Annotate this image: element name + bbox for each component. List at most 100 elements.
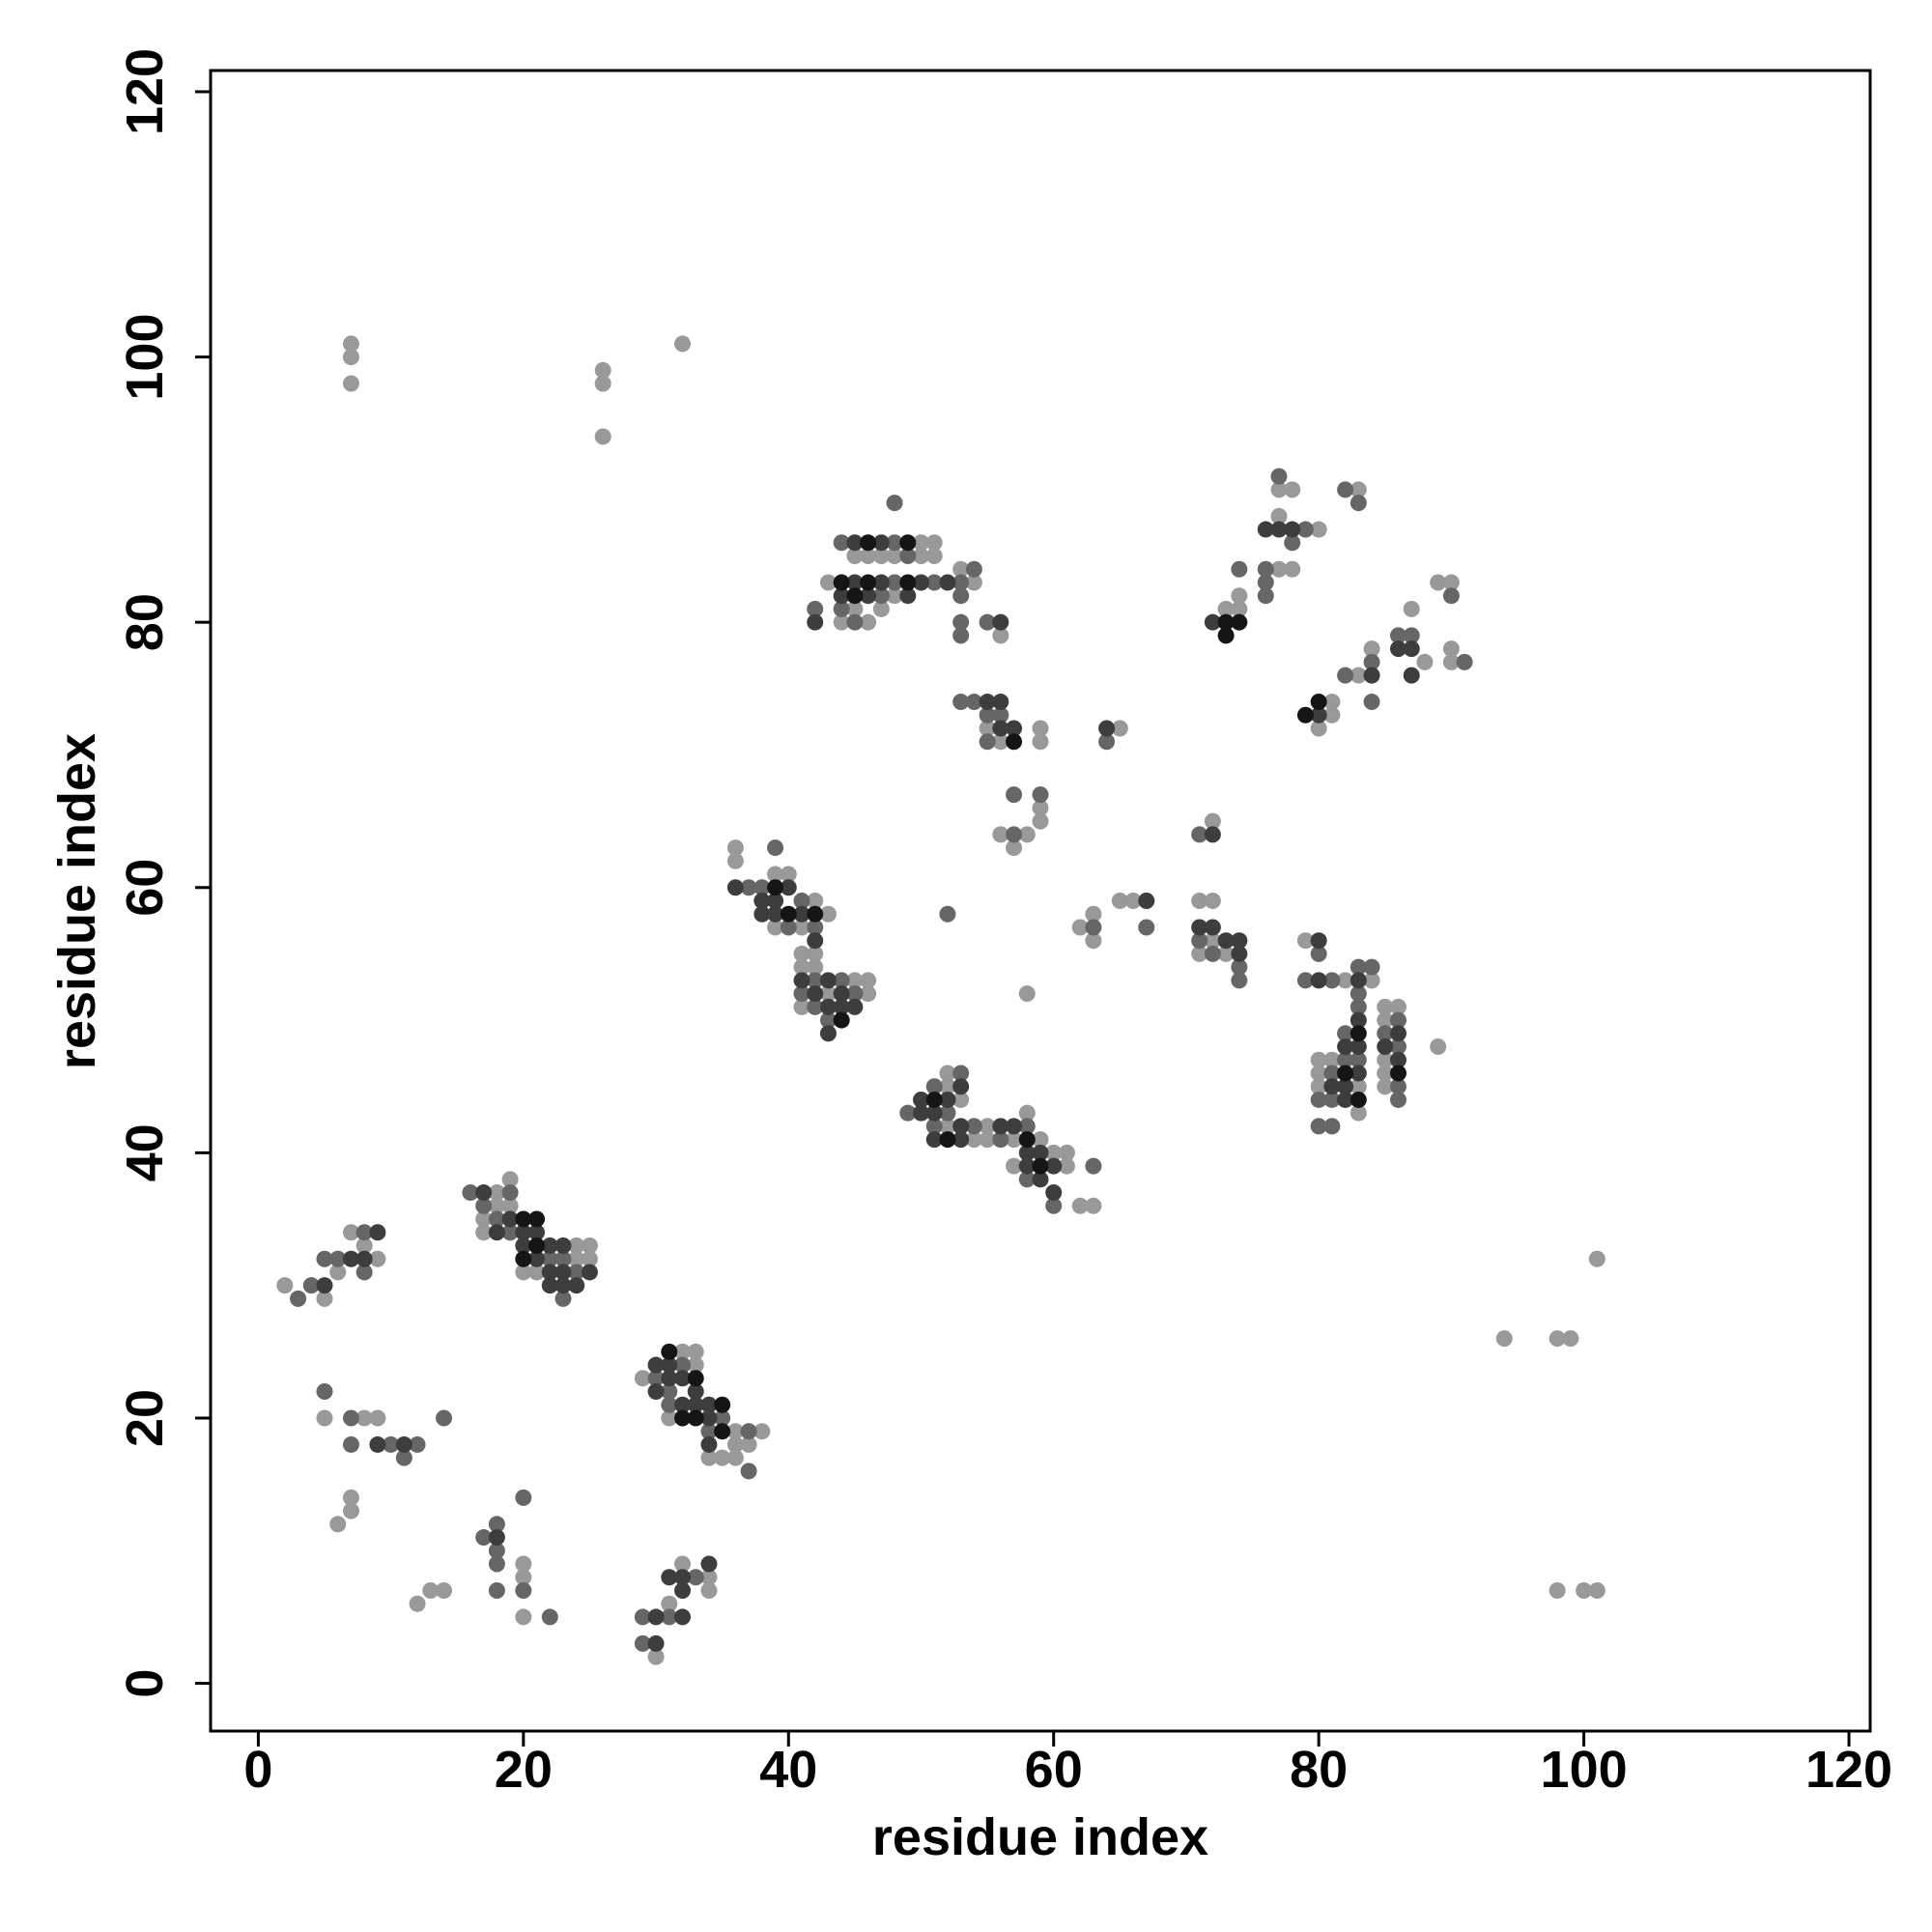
point (1350, 985, 1367, 1003)
point (1058, 1144, 1075, 1161)
point (342, 1250, 359, 1267)
point (1430, 574, 1447, 591)
point (767, 919, 784, 936)
point (316, 1250, 333, 1267)
point (661, 1595, 678, 1612)
point (515, 1250, 532, 1267)
point (753, 879, 771, 896)
point (913, 1104, 930, 1122)
point (1204, 945, 1221, 962)
point (872, 600, 890, 617)
point (846, 985, 864, 1003)
point (1548, 1330, 1566, 1348)
point (992, 613, 1009, 631)
y-tick-label: 0 (116, 1669, 174, 1698)
point (581, 1250, 598, 1267)
point (846, 574, 864, 591)
point (661, 1343, 678, 1360)
point (568, 1236, 585, 1254)
point (846, 587, 864, 605)
point (1363, 958, 1380, 976)
point (1032, 799, 1049, 816)
point (925, 574, 943, 591)
point (1284, 481, 1301, 498)
point (965, 560, 982, 578)
point (1350, 998, 1367, 1015)
point (952, 587, 970, 605)
point (753, 1423, 771, 1440)
point (1032, 1157, 1049, 1175)
point (1204, 932, 1221, 950)
point (1217, 945, 1235, 962)
point (700, 1435, 718, 1453)
point (674, 1409, 692, 1427)
point (819, 1011, 837, 1029)
point (1231, 945, 1248, 962)
point (541, 1250, 558, 1267)
point (1191, 932, 1208, 950)
point (714, 1423, 731, 1440)
point (1191, 893, 1208, 909)
point (899, 534, 917, 552)
point (515, 1608, 532, 1626)
point (925, 1118, 943, 1135)
point (1032, 720, 1049, 737)
point (1389, 1078, 1406, 1095)
point (913, 534, 930, 552)
point (1389, 1091, 1406, 1108)
point (1403, 667, 1420, 684)
point (528, 1224, 546, 1241)
point (342, 1489, 359, 1506)
point (369, 1250, 386, 1267)
point (1006, 733, 1023, 751)
point (1284, 560, 1301, 578)
point (1006, 1131, 1023, 1149)
point (1032, 786, 1049, 804)
point (979, 706, 996, 724)
point (1204, 893, 1221, 909)
point (1350, 1065, 1367, 1082)
point (939, 1104, 956, 1122)
point (1337, 972, 1354, 989)
point (1416, 653, 1434, 670)
point (515, 1489, 532, 1506)
point (1018, 1131, 1036, 1149)
point (647, 1634, 665, 1652)
point (1296, 706, 1314, 724)
point (726, 852, 744, 869)
point (1032, 1171, 1049, 1188)
point (872, 587, 890, 605)
point (1588, 1581, 1605, 1599)
point (913, 1091, 930, 1108)
point (475, 1529, 493, 1547)
point (899, 587, 917, 605)
point (833, 613, 850, 631)
y-tick-label: 100 (116, 314, 174, 401)
point (515, 1264, 532, 1281)
point (674, 1555, 692, 1573)
point (687, 1409, 704, 1427)
point (661, 1383, 678, 1401)
point (1310, 932, 1327, 950)
point (807, 613, 824, 631)
point (860, 534, 877, 552)
point (1403, 627, 1420, 644)
point (290, 1290, 307, 1307)
point (342, 1409, 359, 1427)
point (488, 1210, 505, 1228)
point (1442, 640, 1460, 658)
point (1018, 1118, 1036, 1135)
point (767, 866, 784, 883)
point (541, 1236, 558, 1254)
point (355, 1264, 373, 1281)
point (1085, 1157, 1102, 1175)
point (872, 574, 890, 591)
point (1350, 958, 1367, 976)
point (1337, 481, 1354, 498)
point (767, 839, 784, 857)
point (700, 1449, 718, 1466)
point (860, 972, 877, 989)
point (1270, 481, 1288, 498)
point (554, 1277, 572, 1294)
point (1350, 1078, 1367, 1095)
